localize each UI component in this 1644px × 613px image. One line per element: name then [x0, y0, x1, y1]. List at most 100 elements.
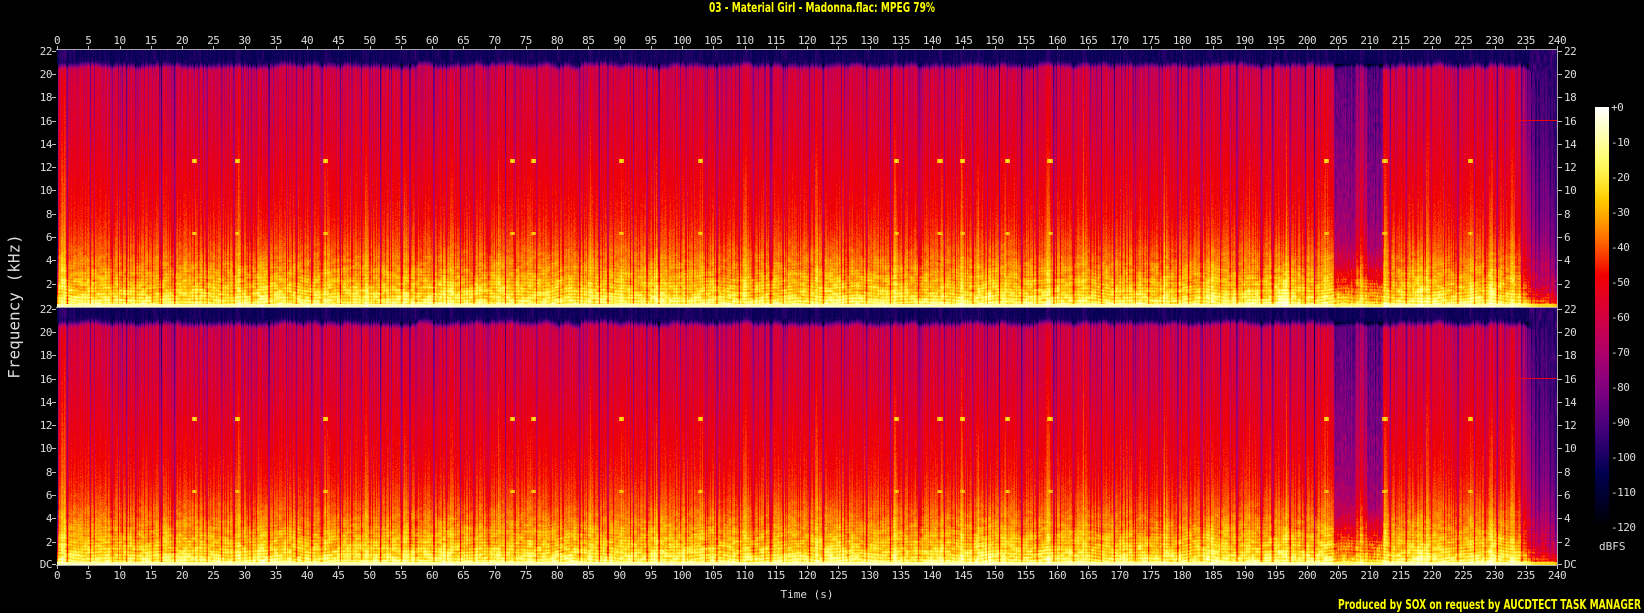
time-tick-mark [1119, 46, 1121, 49]
time-tick-label: 90 [613, 569, 626, 582]
freq-tick-label: 22 [39, 44, 53, 58]
freq-tick-label: 20 [39, 67, 53, 81]
time-tick-mark [1494, 566, 1496, 569]
time-tick-label: 65 [457, 34, 470, 47]
freq-tick-mark [1558, 237, 1562, 238]
time-tick-mark [1213, 566, 1215, 569]
time-tick-mark [1338, 566, 1340, 569]
time-tick-mark [525, 566, 527, 569]
freq-tick-mark [52, 260, 56, 261]
time-tick-mark [900, 46, 902, 49]
time-tick-mark [432, 566, 433, 569]
time-tick-mark [119, 46, 121, 49]
freq-tick-label: 6 [45, 231, 53, 245]
freq-tick-mark [52, 309, 56, 310]
time-tick-mark [650, 566, 652, 569]
time-tick-mark [88, 46, 90, 49]
freq-tick-mark [1558, 309, 1562, 310]
time-tick-label: 230 [1485, 569, 1504, 582]
freq-tick-mark [52, 97, 56, 98]
freq-tick-mark [1558, 97, 1562, 98]
time-tick-label: 35 [269, 34, 283, 47]
time-tick-mark [1494, 46, 1496, 49]
time-tick-label: 225 [1454, 569, 1473, 582]
time-tick-mark [682, 46, 683, 49]
time-tick-mark [1557, 566, 1558, 569]
time-tick-mark [1275, 46, 1277, 49]
legend-tick-label: -30 [1611, 206, 1630, 219]
time-tick-label: 45 [332, 569, 345, 582]
time-tick-mark [150, 566, 152, 569]
time-tick-label: 170 [1110, 34, 1129, 47]
time-tick-mark [713, 566, 715, 569]
time-tick-mark [369, 566, 371, 569]
freq-tick-label: 2 [1564, 277, 1571, 291]
freq-tick-label: 12 [1564, 419, 1577, 433]
time-tick-mark [213, 46, 215, 49]
time-tick-mark [557, 566, 558, 569]
time-tick-mark [994, 46, 996, 49]
time-tick-mark [1369, 46, 1371, 49]
time-tick-label: 20 [175, 569, 189, 582]
freq-tick-label: 14 [39, 137, 53, 151]
freq-tick-mark [52, 332, 56, 333]
time-tick-mark [1432, 566, 1433, 569]
freq-tick-label: 18 [1564, 349, 1577, 363]
time-tick-label: 160 [1047, 569, 1067, 582]
freq-tick-label: 16 [39, 114, 53, 128]
time-tick-label: 130 [860, 34, 879, 47]
axis-line-top [56, 49, 1558, 50]
time-tick-label: 95 [644, 34, 658, 47]
time-tick-mark [775, 46, 777, 49]
time-tick-label: 0 [53, 34, 61, 47]
freq-tick-mark [52, 167, 56, 168]
time-tick-label: 225 [1454, 34, 1473, 47]
time-tick-mark [869, 566, 871, 569]
time-tick-label: 50 [363, 34, 376, 47]
time-tick-label: 175 [1141, 34, 1161, 47]
time-tick-label: 170 [1110, 569, 1129, 582]
time-tick-label: 200 [1297, 34, 1317, 47]
legend-tick-label: -10 [1611, 136, 1630, 149]
time-tick-label: 75 [519, 34, 533, 47]
freq-tick-mark [52, 542, 56, 543]
time-tick-mark [432, 46, 433, 49]
freq-tick-label: 2 [45, 277, 53, 291]
time-tick-mark [1525, 46, 1527, 49]
time-tick-mark [307, 566, 308, 569]
time-tick-label: 105 [704, 569, 723, 582]
time-tick-mark [400, 46, 402, 49]
time-tick-mark [1057, 46, 1058, 49]
time-tick-mark [1025, 566, 1027, 569]
freq-tick-label: 22 [39, 302, 53, 316]
time-tick-mark [244, 566, 246, 569]
freq-tick-mark [1558, 495, 1562, 496]
time-tick-mark [1369, 566, 1371, 569]
freq-tick-label: 12 [1564, 161, 1577, 175]
time-tick-label: 80 [550, 569, 564, 582]
time-tick-mark [588, 566, 590, 569]
time-tick-label: 145 [954, 34, 973, 47]
time-tick-label: 120 [797, 569, 817, 582]
time-tick-label: 80 [550, 34, 564, 47]
time-tick-mark [1119, 566, 1121, 569]
time-tick-label: 115 [766, 34, 786, 47]
time-tick-label: 15 [144, 569, 158, 582]
axis-line-right [1557, 49, 1558, 566]
time-tick-label: 35 [269, 569, 283, 582]
time-tick-mark [650, 46, 652, 49]
freq-tick-mark [52, 495, 56, 496]
time-tick-label: 65 [457, 569, 470, 582]
freq-tick-label: 16 [39, 372, 53, 386]
time-tick-mark [1150, 46, 1152, 49]
freq-tick-mark [52, 425, 56, 426]
time-tick-label: 235 [1516, 34, 1536, 47]
freq-tick-label: 4 [45, 512, 53, 526]
time-tick-label: 155 [1016, 34, 1036, 47]
freq-tick-mark [1558, 214, 1562, 215]
freq-tick-label: 8 [1564, 207, 1571, 221]
spectrogram-channel-2 [57, 308, 1557, 565]
time-tick-mark [1525, 566, 1527, 569]
time-tick-mark [244, 46, 246, 49]
